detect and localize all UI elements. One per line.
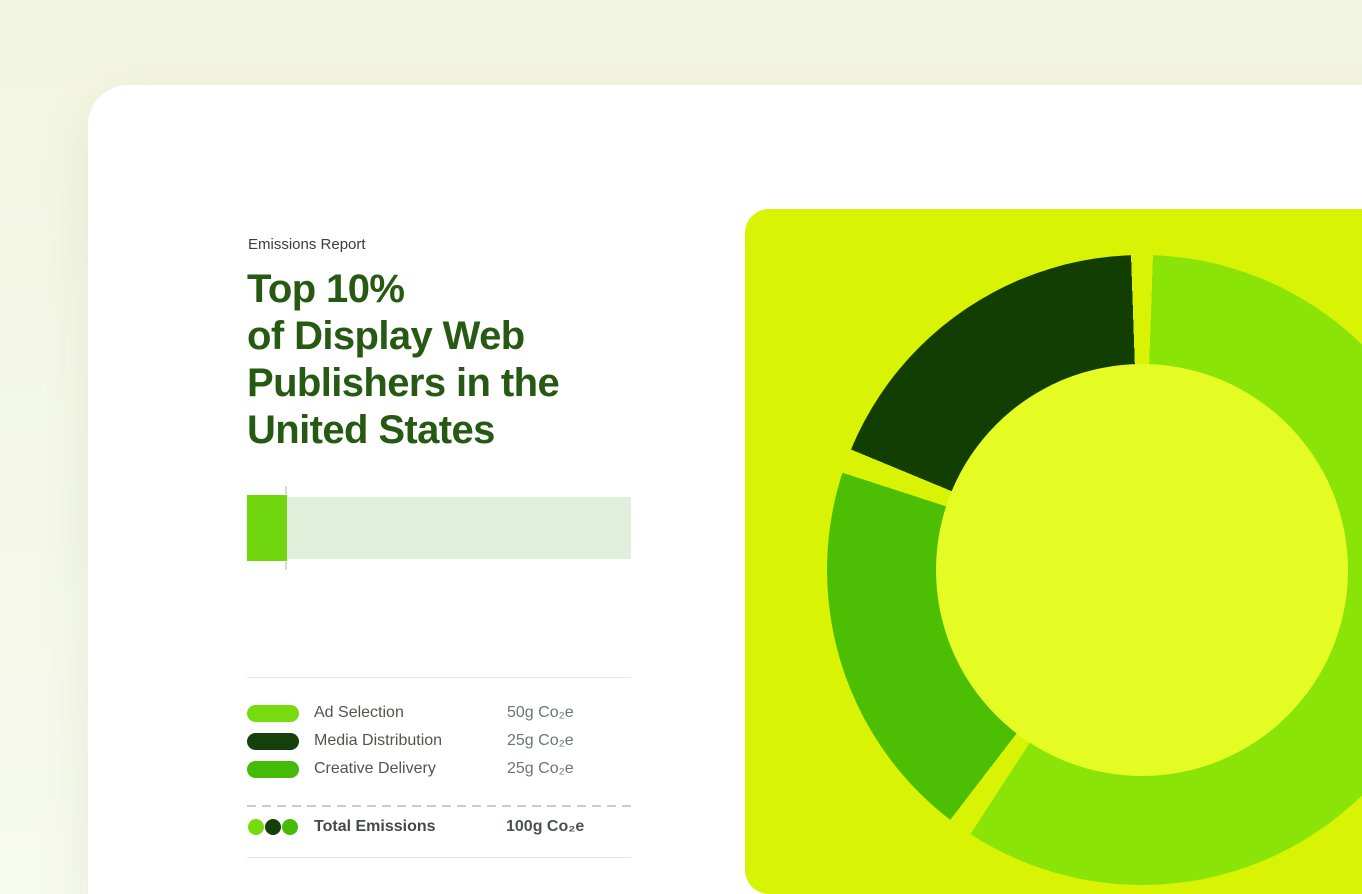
legend-label: Creative Delivery: [314, 760, 436, 777]
page-title: Top 10% of Display Web Publishers in the…: [247, 266, 607, 454]
total-dashed-divider: [247, 805, 631, 807]
share-threshold-tick-top: [285, 486, 287, 494]
title-line: Top 10%: [247, 267, 405, 311]
total-dot-ad-selection: [248, 819, 264, 835]
total-dot-creative-delivery: [282, 819, 298, 835]
publishers-share-bar: [247, 495, 631, 561]
report-eyebrow: Emissions Report: [248, 236, 366, 253]
legend-label: Ad Selection: [314, 704, 404, 721]
legend-swatch-ad-selection: [247, 704, 299, 722]
bottom-divider: [247, 857, 631, 858]
legend-value: 25g Co₂e: [507, 732, 574, 749]
legend-value: 25g Co₂e: [507, 760, 574, 777]
legend-item-creative-delivery: Creative Delivery 25g Co₂e: [247, 760, 631, 778]
report-summary: Emissions Report Top 10% of Display Web …: [247, 236, 631, 866]
total-dot-media-distribution: [265, 819, 281, 835]
donut-center: [936, 364, 1348, 776]
share-threshold-tick-bottom: [285, 562, 287, 570]
total-emissions-value: 100g Co₂e: [506, 818, 585, 835]
report-card: Emissions Report Top 10% of Display Web …: [88, 85, 1362, 894]
total-emissions-label: Total Emissions: [314, 818, 436, 835]
title-line: United States: [247, 408, 495, 452]
emissions-chart-panel: [745, 209, 1362, 894]
legend-label: Media Distribution: [314, 732, 443, 749]
title-line: Publishers in the: [247, 361, 560, 405]
total-emissions-row: Total Emissions 100g Co₂e: [247, 818, 631, 836]
title-line: of Display Web: [247, 314, 525, 358]
legend-value: 50g Co₂e: [507, 704, 574, 721]
publishers-share-bar-fill: [247, 495, 287, 561]
legend-swatch-creative-delivery: [247, 760, 299, 778]
legend-item-ad-selection: Ad Selection 50g Co₂e: [247, 704, 631, 722]
legend-item-media-distribution: Media Distribution 25g Co₂e: [247, 732, 631, 750]
legend-top-divider: [247, 677, 631, 678]
legend-swatch-media-distribution: [247, 732, 299, 750]
